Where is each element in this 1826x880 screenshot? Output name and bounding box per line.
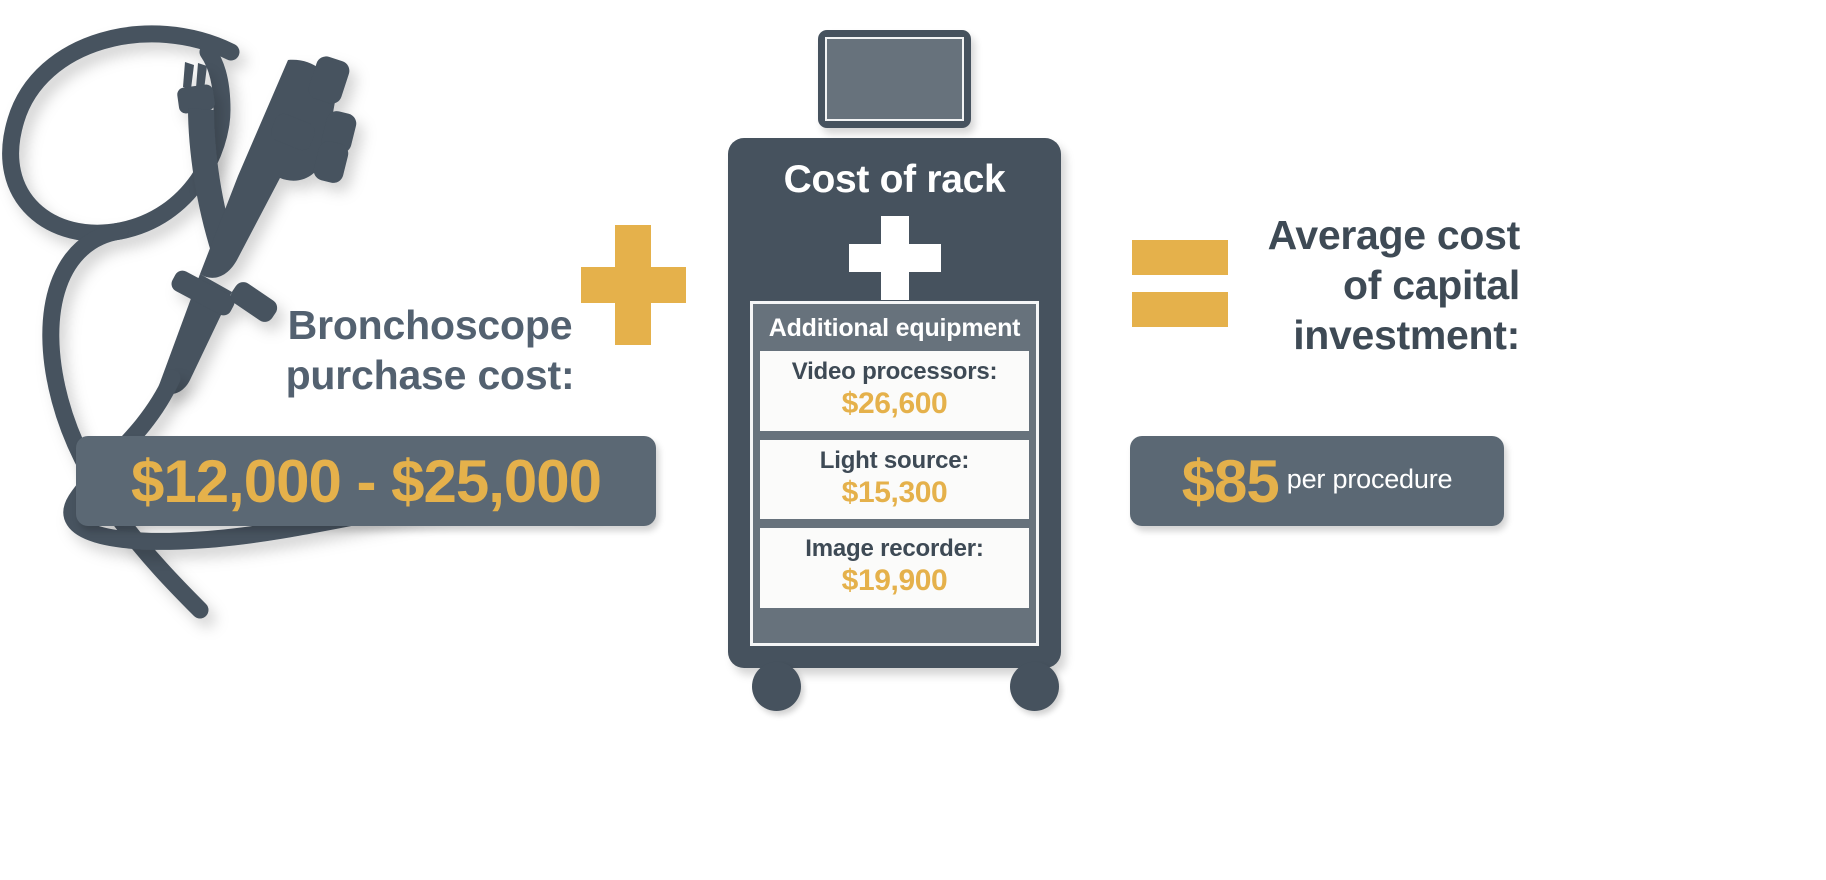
equipment-price: $19,900 (841, 564, 948, 597)
equipment-name: Light source: (819, 446, 970, 474)
rack-title: Cost of rack (783, 158, 1006, 201)
right-caption-line-2: of capital (1343, 262, 1520, 309)
bronchoscope-cost-value: $12,000 - $25,000 (130, 447, 602, 515)
equals-operator (1132, 240, 1228, 327)
equals-operator-top-bar (1132, 240, 1228, 275)
rack-monitor-screen (825, 37, 964, 121)
rack-body: Cost of rack Additional equipment Video … (728, 138, 1061, 668)
equipment-price: $15,300 (841, 475, 948, 509)
equipment-row: Image recorder: $19,900 (760, 528, 1029, 608)
left-caption-line-2: purchase cost: (285, 352, 575, 399)
rack-plus-icon (848, 216, 941, 300)
rack-wheel-left (752, 662, 801, 711)
left-caption-line-1: Bronchoscope (287, 302, 573, 348)
bronchoscope-cost-box: $12,000 - $25,000 (76, 436, 656, 526)
plus-operator-vertical-bar (615, 225, 651, 345)
equipment-price: $26,600 (841, 387, 948, 420)
rack-monitor (818, 30, 971, 128)
equipment-row: Light source: $15,300 (760, 439, 1029, 519)
average-cost-box: $85 per procedure (1130, 436, 1504, 526)
additional-equipment-panel: Additional equipment Video processors: $… (750, 301, 1039, 646)
equipment-name: Video processors: (791, 358, 998, 385)
equipment-name: Image recorder: (805, 535, 984, 562)
rack-plus-vertical-bar (880, 216, 909, 300)
equipment-row: Video processors: $26,600 (760, 351, 1029, 431)
left-caption: Bronchoscope purchase cost: (205, 300, 655, 400)
right-caption: Average cost of capital investment: (1190, 210, 1521, 360)
right-caption-line-1: Average cost (1267, 212, 1521, 258)
plus-operator (581, 225, 686, 345)
additional-equipment-header: Additional equipment (768, 314, 1021, 342)
equals-operator-bottom-bar (1132, 292, 1228, 327)
average-cost-amount: $85 (1181, 447, 1280, 515)
bronchoscope-illustration (0, 0, 700, 640)
rack-wheel-right (1010, 662, 1059, 711)
average-cost-unit: per procedure (1286, 463, 1453, 494)
right-caption-line-3: investment: (1293, 312, 1520, 359)
